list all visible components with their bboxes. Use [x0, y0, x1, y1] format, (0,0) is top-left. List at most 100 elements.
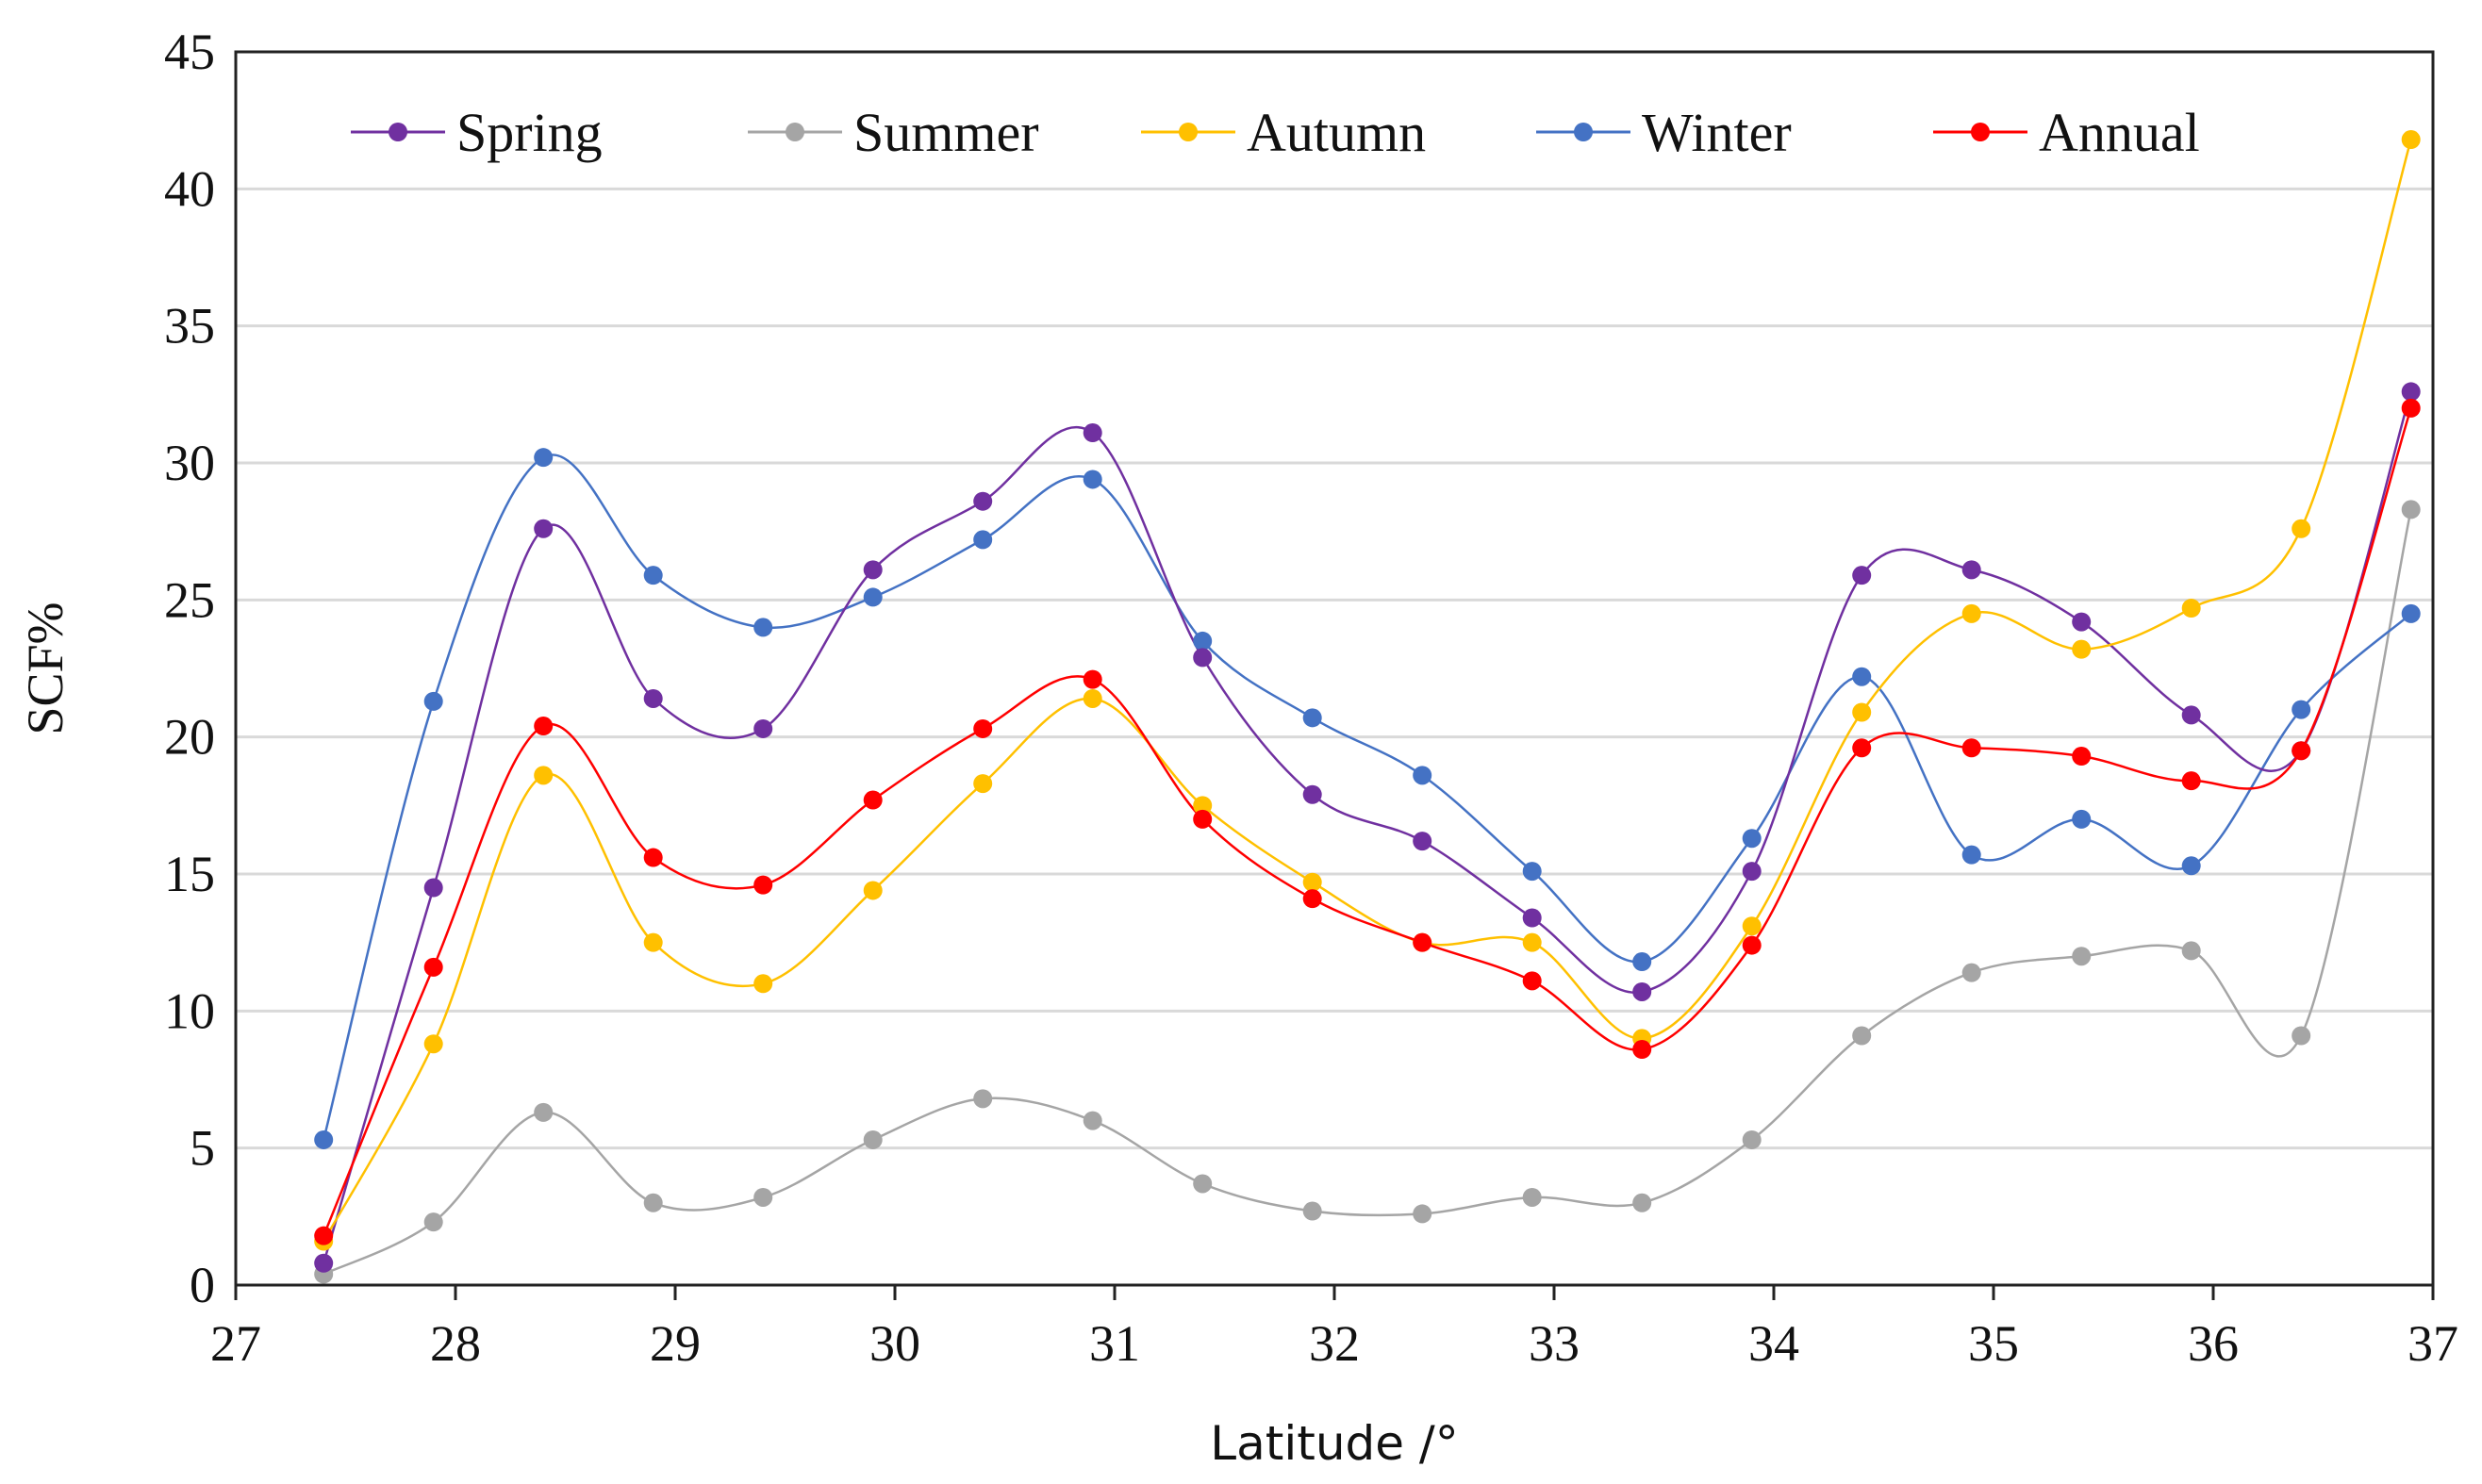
point-autumn-6	[973, 774, 993, 794]
point-summer-1	[423, 1212, 443, 1232]
point-winter-1	[423, 691, 443, 711]
y-tick-label-25: 25	[164, 571, 215, 628]
point-winter-18	[2292, 700, 2311, 719]
x-tick-label-32: 32	[1309, 1315, 1360, 1372]
point-spring-16	[2072, 612, 2092, 632]
x-tick-label-34: 34	[1748, 1315, 1799, 1372]
point-spring-6	[973, 491, 993, 511]
x-tick-label-37: 37	[2408, 1315, 2458, 1372]
y-tick-label-30: 30	[164, 435, 215, 491]
point-summer-19	[2401, 500, 2421, 519]
point-autumn-3	[643, 932, 663, 952]
point-winter-19	[2401, 603, 2421, 623]
x-tick-label-31: 31	[1089, 1315, 1140, 1372]
point-autumn-18	[2292, 519, 2311, 538]
point-winter-3	[643, 566, 663, 585]
x-tick-label-29: 29	[650, 1315, 701, 1372]
point-annual-4	[753, 875, 773, 895]
point-annual-19	[2401, 398, 2421, 418]
point-annual-12	[1632, 1040, 1652, 1060]
point-spring-5	[863, 560, 883, 580]
point-winter-17	[2181, 856, 2201, 876]
point-summer-16	[2072, 947, 2092, 966]
point-annual-5	[863, 790, 883, 810]
point-autumn-15	[1961, 603, 1981, 623]
y-axis-title: SCF%	[17, 602, 74, 734]
legend-label-summer: Summer	[853, 102, 1039, 163]
legend-marker-autumn	[1179, 123, 1198, 141]
point-spring-15	[1961, 560, 1981, 580]
point-annual-11	[1522, 971, 1542, 991]
point-spring-3	[643, 688, 663, 708]
point-summer-11	[1522, 1187, 1542, 1207]
point-autumn-5	[863, 881, 883, 900]
y-tick-label-40: 40	[164, 160, 215, 217]
legend-label-spring: Spring	[456, 102, 603, 163]
point-annual-3	[643, 848, 663, 867]
point-winter-8	[1193, 631, 1213, 651]
point-annual-17	[2181, 771, 2201, 791]
point-winter-11	[1522, 862, 1542, 882]
point-summer-15	[1961, 963, 1981, 982]
point-winter-5	[863, 587, 883, 607]
point-spring-13	[1742, 862, 1762, 882]
point-spring-8	[1193, 648, 1213, 668]
point-spring-4	[753, 718, 773, 738]
point-annual-16	[2072, 747, 2092, 767]
point-summer-7	[1083, 1111, 1102, 1130]
y-tick-label-20: 20	[164, 709, 215, 766]
point-spring-17	[2181, 705, 2201, 725]
point-spring-2	[534, 519, 554, 538]
y-tick-label-0: 0	[190, 1257, 215, 1313]
point-autumn-7	[1083, 688, 1102, 708]
point-spring-19	[2401, 382, 2421, 402]
point-autumn-4	[753, 974, 773, 994]
legend-label-annual: Annual	[2039, 102, 2200, 163]
point-annual-9	[1302, 889, 1322, 909]
point-autumn-13	[1742, 916, 1762, 936]
point-winter-0	[314, 1129, 334, 1149]
point-winter-6	[973, 530, 993, 550]
point-annual-10	[1413, 932, 1432, 952]
point-summer-10	[1413, 1204, 1432, 1224]
point-autumn-9	[1302, 872, 1322, 892]
point-spring-0	[314, 1253, 334, 1273]
x-tick-label-33: 33	[1529, 1315, 1580, 1372]
point-winter-14	[1852, 667, 1872, 686]
point-autumn-19	[2401, 130, 2421, 150]
point-winter-16	[2072, 809, 2092, 829]
x-tick-label-30: 30	[869, 1315, 920, 1372]
point-winter-12	[1632, 952, 1652, 972]
point-spring-10	[1413, 832, 1432, 851]
point-summer-12	[1632, 1193, 1652, 1212]
point-spring-1	[423, 878, 443, 898]
point-autumn-14	[1852, 702, 1872, 722]
point-spring-9	[1302, 784, 1322, 804]
point-summer-4	[753, 1187, 773, 1207]
y-tick-label-5: 5	[190, 1120, 215, 1177]
x-tick-label-36: 36	[2188, 1315, 2239, 1372]
legend-marker-spring	[389, 123, 407, 141]
x-axis-title: Latitude /°	[1210, 1416, 1459, 1471]
point-summer-9	[1302, 1201, 1322, 1221]
point-autumn-11	[1522, 932, 1542, 952]
axis-ticks: 0 5 10 15 20 25 30 35 40 45 27 28 29 30 31 32 33 34 35 36 37	[164, 24, 2458, 1372]
point-winter-10	[1413, 766, 1432, 785]
point-annual-18	[2292, 741, 2311, 761]
point-summer-2	[534, 1102, 554, 1122]
point-winter-9	[1302, 708, 1322, 728]
point-annual-14	[1852, 738, 1872, 758]
point-annual-2	[534, 717, 554, 736]
point-summer-13	[1742, 1129, 1762, 1149]
legend-label-winter: Winter	[1642, 102, 1792, 163]
point-autumn-8	[1193, 796, 1213, 816]
x-tick-label-27: 27	[210, 1315, 261, 1372]
point-autumn-2	[534, 766, 554, 785]
point-spring-11	[1522, 908, 1542, 928]
point-summer-6	[973, 1089, 993, 1109]
point-summer-5	[863, 1129, 883, 1149]
series-line-winter	[322, 453, 2412, 1141]
point-winter-7	[1083, 470, 1102, 489]
point-autumn-1	[423, 1034, 443, 1054]
